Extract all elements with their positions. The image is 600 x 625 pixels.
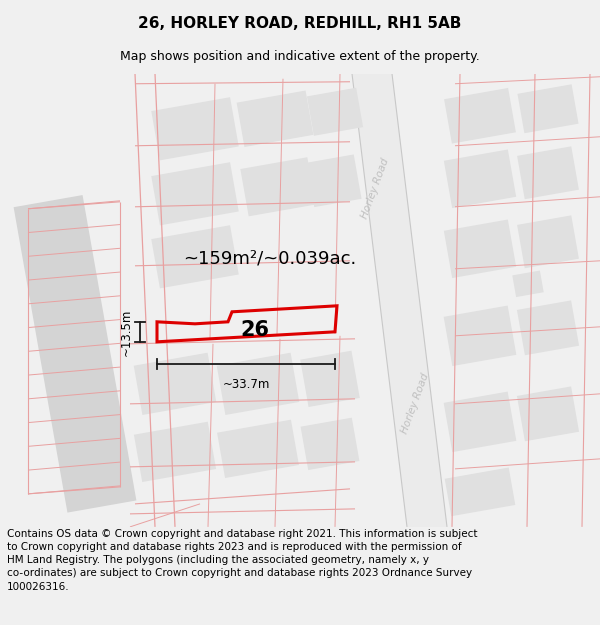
Polygon shape xyxy=(217,419,299,478)
Text: ~13.5m: ~13.5m xyxy=(119,308,133,356)
Polygon shape xyxy=(241,158,316,216)
Polygon shape xyxy=(443,392,517,452)
Text: ~159m²/~0.039ac.: ~159m²/~0.039ac. xyxy=(184,250,356,268)
Polygon shape xyxy=(300,351,360,407)
Polygon shape xyxy=(517,146,579,199)
Polygon shape xyxy=(445,468,515,516)
Polygon shape xyxy=(134,422,216,482)
Polygon shape xyxy=(134,352,216,415)
Text: 26, HORLEY ROAD, REDHILL, RH1 5AB: 26, HORLEY ROAD, REDHILL, RH1 5AB xyxy=(139,16,461,31)
Polygon shape xyxy=(517,84,578,133)
Polygon shape xyxy=(151,98,239,161)
Polygon shape xyxy=(512,271,544,297)
Polygon shape xyxy=(443,306,517,366)
Polygon shape xyxy=(444,88,516,144)
Polygon shape xyxy=(151,162,239,226)
Polygon shape xyxy=(444,149,516,208)
Text: Map shows position and indicative extent of the property.: Map shows position and indicative extent… xyxy=(120,50,480,63)
Text: ~33.7m: ~33.7m xyxy=(223,378,269,391)
Polygon shape xyxy=(307,88,363,136)
Polygon shape xyxy=(352,74,447,527)
Polygon shape xyxy=(217,352,299,415)
Polygon shape xyxy=(517,216,579,268)
Polygon shape xyxy=(517,301,579,355)
Text: 26: 26 xyxy=(241,320,269,340)
Text: Horley Road: Horley Road xyxy=(400,372,431,436)
Polygon shape xyxy=(301,418,359,470)
Polygon shape xyxy=(307,154,362,207)
Polygon shape xyxy=(14,195,136,512)
Text: Contains OS data © Crown copyright and database right 2021. This information is : Contains OS data © Crown copyright and d… xyxy=(7,529,478,592)
Polygon shape xyxy=(151,225,239,288)
Polygon shape xyxy=(236,91,313,147)
Polygon shape xyxy=(444,219,516,278)
Polygon shape xyxy=(517,386,579,441)
Text: Horley Road: Horley Road xyxy=(359,157,391,221)
